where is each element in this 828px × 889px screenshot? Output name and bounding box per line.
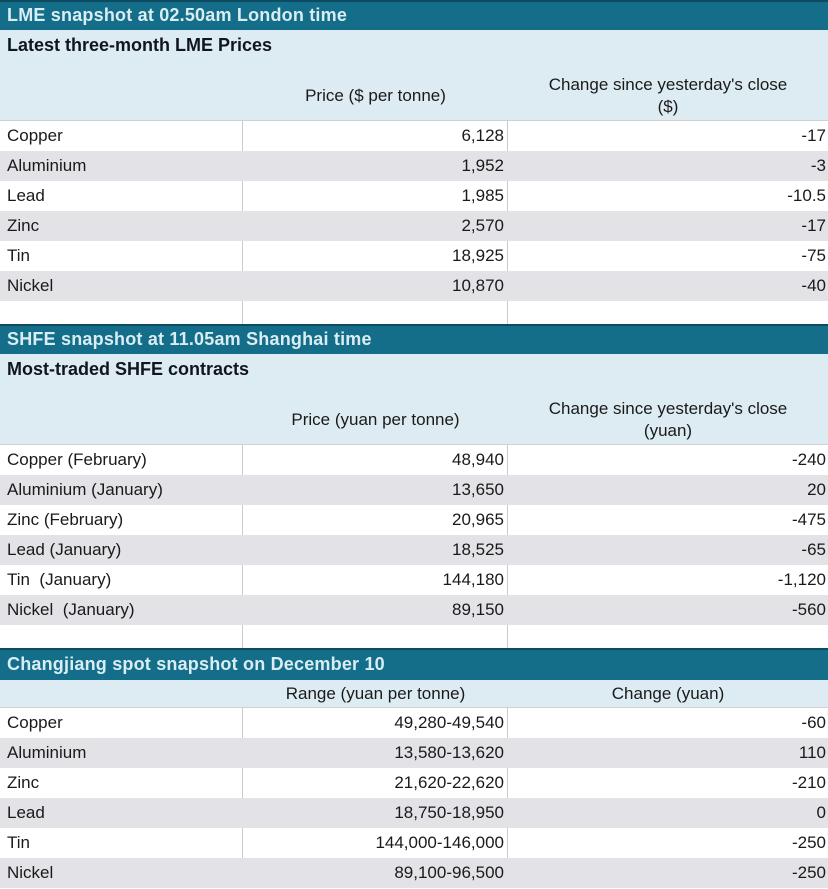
shfe-section-title: SHFE snapshot at 11.05am Shanghai time bbox=[7, 329, 372, 349]
table-row-copper-february: Copper (February) 48,940 -240 bbox=[0, 445, 828, 475]
metal-name-cell: Zinc bbox=[0, 768, 243, 798]
change-cell: -210 bbox=[791, 773, 826, 792]
shfe-section-title-bar: SHFE snapshot at 11.05am Shanghai time bbox=[0, 324, 828, 354]
range-cell: 18,750-18,950 bbox=[243, 798, 508, 828]
change-cell: 0 bbox=[816, 803, 826, 822]
range-cell: 49,280-49,540 bbox=[243, 708, 508, 738]
table-row-zinc: Zinc 2,570 -17 bbox=[0, 211, 828, 241]
change-cell: -40 bbox=[801, 276, 826, 295]
changjiang-section-title-bar: Changjiang spot snapshot on December 10 bbox=[0, 648, 828, 680]
price-cell: 6,128 bbox=[243, 121, 508, 151]
range-cell: 13,580-13,620 bbox=[243, 738, 508, 768]
spacer-row bbox=[0, 625, 828, 648]
change-cell: -250 bbox=[791, 863, 826, 882]
metal-name-cell: Nickel bbox=[0, 271, 243, 301]
metal-name-cell: Copper bbox=[0, 121, 243, 151]
metal-name-cell: Tin bbox=[0, 241, 243, 271]
table-row-nickel-january: Nickel (January) 89,150 -560 bbox=[0, 595, 828, 625]
shfe-change-column-header: Change since yesterday's close (yuan) bbox=[548, 399, 788, 440]
range-cell: 89,100-96,500 bbox=[243, 858, 508, 888]
table-row-tin: Tin 144,000-146,000 -250 bbox=[0, 828, 828, 858]
table-row-nickel: Nickel 89,100-96,500 -250 bbox=[0, 858, 828, 888]
metal-name-cell: Lead bbox=[0, 181, 243, 211]
metal-name-cell: Copper (February) bbox=[0, 445, 243, 475]
shfe-section: SHFE snapshot at 11.05am Shanghai time M… bbox=[0, 324, 828, 648]
metal-name-cell: Lead (January) bbox=[0, 535, 243, 565]
change-cell: -1,120 bbox=[777, 570, 826, 589]
table-row-aluminium-january: Aluminium (January) 13,650 20 bbox=[0, 475, 828, 505]
shfe-metal-column-header bbox=[0, 384, 243, 444]
change-cell: -3 bbox=[810, 156, 826, 175]
change-cell: -10.5 bbox=[787, 186, 826, 205]
table-row-lead-january: Lead (January) 18,525 -65 bbox=[0, 535, 828, 565]
price-cell: 89,150 bbox=[243, 595, 508, 625]
change-cell: -65 bbox=[801, 540, 826, 559]
metal-name-cell: Tin (January) bbox=[0, 565, 243, 595]
metal-name-cell: Lead bbox=[0, 798, 243, 828]
metal-name-cell: Zinc bbox=[0, 211, 243, 241]
price-cell: 18,925 bbox=[243, 241, 508, 271]
metal-name-cell: Aluminium bbox=[0, 738, 243, 768]
spacer-row bbox=[0, 301, 828, 324]
shfe-column-header-row: Price (yuan per tonne) Change since yest… bbox=[0, 384, 828, 445]
price-cell: 1,985 bbox=[243, 181, 508, 211]
changjiang-range-column-header: Range (yuan per tonne) bbox=[285, 683, 466, 703]
change-cell: -560 bbox=[791, 600, 826, 619]
table-row-tin: Tin 18,925 -75 bbox=[0, 241, 828, 271]
metal-name-cell: Aluminium bbox=[0, 151, 243, 181]
metal-name-cell: Zinc (February) bbox=[0, 505, 243, 535]
lme-section: LME snapshot at 02.50am London time Late… bbox=[0, 0, 828, 324]
range-cell: 144,000-146,000 bbox=[243, 828, 508, 858]
change-cell: 20 bbox=[807, 480, 826, 499]
table-row-copper: Copper 6,128 -17 bbox=[0, 121, 828, 151]
changjiang-section-title: Changjiang spot snapshot on December 10 bbox=[7, 654, 385, 674]
table-row-lead: Lead 1,985 -10.5 bbox=[0, 181, 828, 211]
price-cell: 48,940 bbox=[243, 445, 508, 475]
metal-name-cell: Tin bbox=[0, 828, 243, 858]
table-row-zinc: Zinc 21,620-22,620 -210 bbox=[0, 768, 828, 798]
change-cell: -60 bbox=[801, 713, 826, 732]
table-row-zinc-february: Zinc (February) 20,965 -475 bbox=[0, 505, 828, 535]
table-row-aluminium: Aluminium 13,580-13,620 110 bbox=[0, 738, 828, 768]
change-cell: -75 bbox=[801, 246, 826, 265]
price-cell: 2,570 bbox=[243, 211, 508, 241]
changjiang-column-header-row: Range (yuan per tonne) Change (yuan) bbox=[0, 680, 828, 708]
change-cell: 110 bbox=[798, 743, 826, 762]
lme-metal-column-header bbox=[0, 60, 243, 120]
changjiang-change-column-header: Change (yuan) bbox=[611, 683, 725, 703]
change-cell: -17 bbox=[801, 126, 826, 145]
table-row-nickel: Nickel 10,870 -40 bbox=[0, 271, 828, 301]
table-row-tin-january: Tin (January) 144,180 -1,120 bbox=[0, 565, 828, 595]
shfe-price-column-header: Price (yuan per tonne) bbox=[291, 410, 460, 429]
price-cell: 20,965 bbox=[243, 505, 508, 535]
changjiang-metal-column-header bbox=[0, 680, 243, 707]
table-row-copper: Copper 49,280-49,540 -60 bbox=[0, 708, 828, 738]
change-cell: -475 bbox=[791, 510, 826, 529]
price-cell: 18,525 bbox=[243, 535, 508, 565]
lme-change-column-header: Change since yesterday's close ($) bbox=[548, 75, 788, 116]
lme-subtitle: Latest three-month LME Prices bbox=[0, 30, 828, 60]
change-cell: -240 bbox=[791, 450, 826, 469]
table-row-aluminium: Aluminium 1,952 -3 bbox=[0, 151, 828, 181]
lme-section-title-bar: LME snapshot at 02.50am London time bbox=[0, 0, 828, 30]
change-cell: -17 bbox=[801, 216, 826, 235]
price-cell: 144,180 bbox=[243, 565, 508, 595]
range-cell: 21,620-22,620 bbox=[243, 768, 508, 798]
change-cell: -250 bbox=[791, 833, 826, 852]
metal-name-cell: Aluminium (January) bbox=[0, 475, 243, 505]
metal-name-cell: Nickel (January) bbox=[0, 595, 243, 625]
price-cell: 13,650 bbox=[243, 475, 508, 505]
price-cell: 1,952 bbox=[243, 151, 508, 181]
shfe-subtitle: Most-traded SHFE contracts bbox=[0, 354, 828, 384]
price-cell: 10,870 bbox=[243, 271, 508, 301]
lme-column-header-row: Price ($ per tonne) Change since yesterd… bbox=[0, 60, 828, 121]
metal-name-cell: Copper bbox=[0, 708, 243, 738]
metal-name-cell: Nickel bbox=[0, 858, 243, 888]
lme-price-column-header: Price ($ per tonne) bbox=[305, 86, 446, 105]
changjiang-section: Changjiang spot snapshot on December 10 … bbox=[0, 648, 828, 888]
table-row-lead: Lead 18,750-18,950 0 bbox=[0, 798, 828, 828]
lme-section-title: LME snapshot at 02.50am London time bbox=[7, 5, 348, 25]
